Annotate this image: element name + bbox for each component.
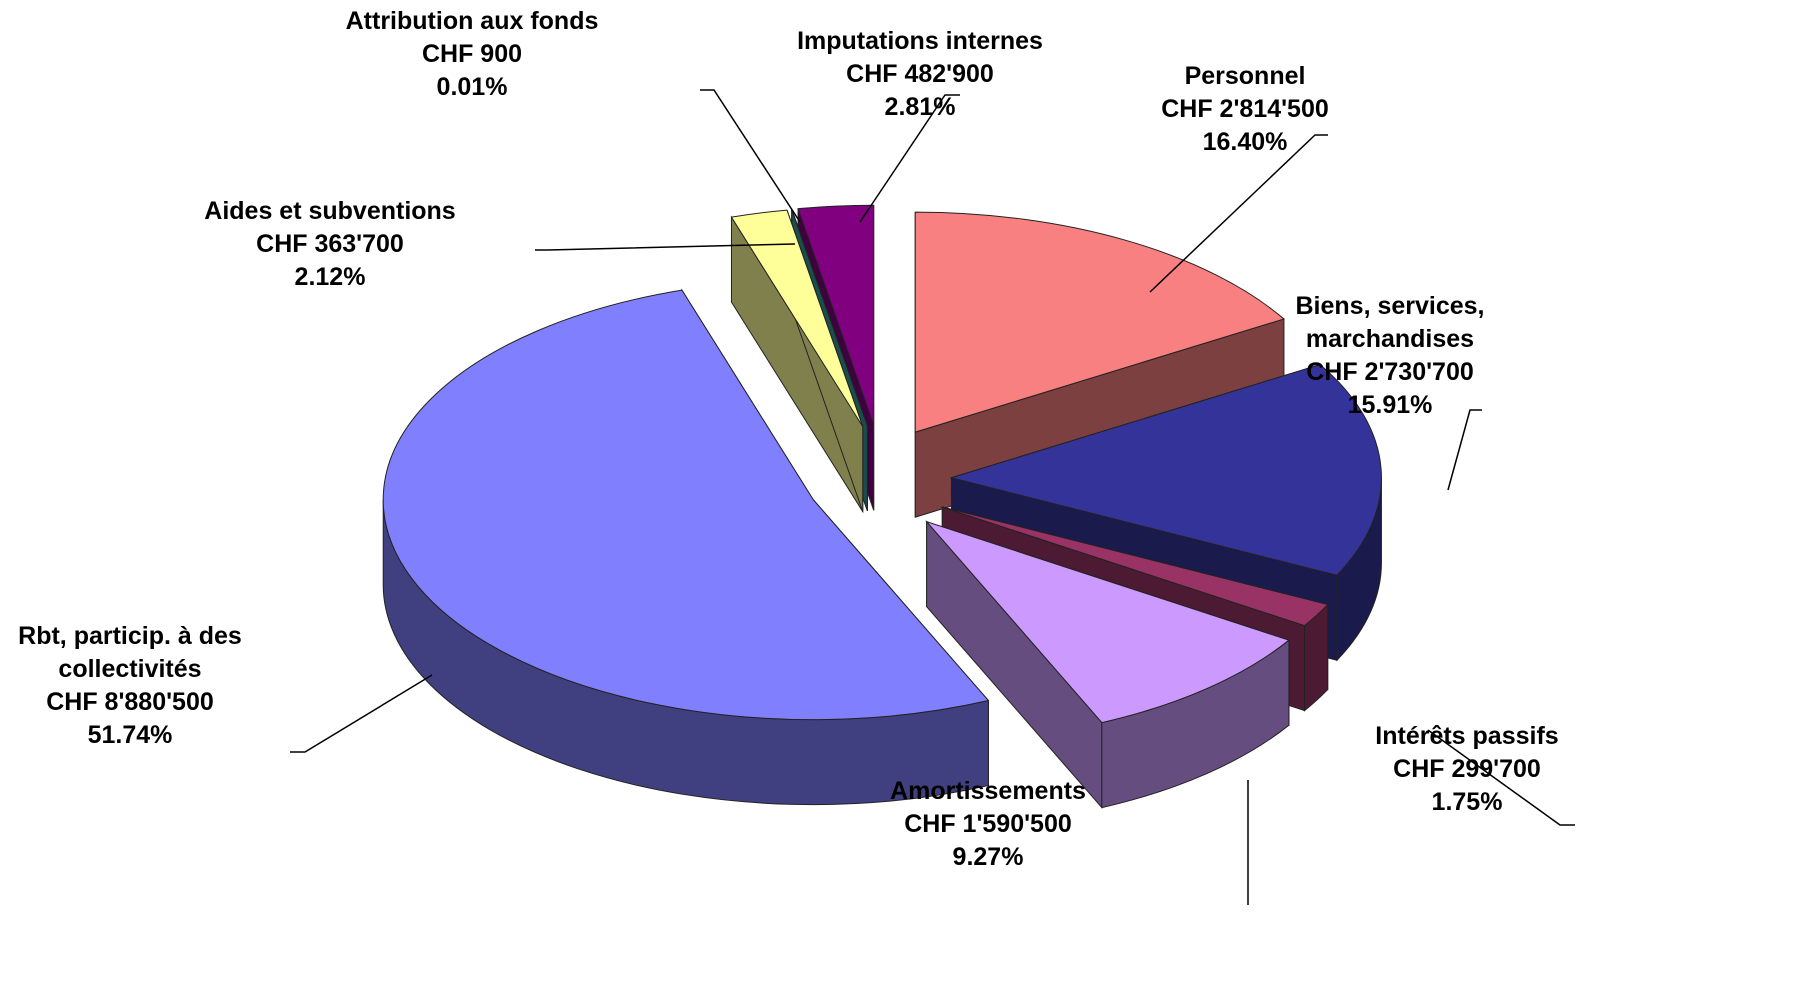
label-value: 15.91% — [1347, 391, 1433, 419]
label-name: Attribution aux fonds — [345, 7, 599, 35]
label-name: Imputations internes — [797, 27, 1043, 55]
label-value: 16.40% — [1202, 128, 1288, 156]
data-label: Rbt, particip. à des collectivités CHF 8'… — [0, 620, 260, 752]
leader-line — [535, 243, 796, 251]
label-name: Amortissements — [890, 777, 1086, 805]
data-label: Personnel CHF 2'814'500 16.40% — [1115, 60, 1375, 159]
label-name: Biens, services, marchandises — [1295, 292, 1485, 353]
label-name: Intérêts passifs — [1375, 722, 1559, 750]
data-label: Aides et subventions CHF 363'700 2.12% — [170, 195, 490, 294]
label-value: CHF 8'880'500 — [46, 688, 214, 716]
slice — [730, 209, 864, 514]
label-value: CHF 2'814'500 — [1161, 95, 1329, 123]
label-value: 1.75% — [1431, 788, 1503, 816]
slice-top — [925, 520, 1290, 724]
label-value: CHF 1'590'500 — [904, 810, 1072, 838]
slice-top — [949, 364, 1382, 576]
label-value: 9.27% — [952, 843, 1024, 871]
data-label: Intérêts passifs CHF 299'700 1.75% — [1337, 720, 1597, 819]
slice — [925, 520, 1290, 809]
label-name: Rbt, particip. à des collectivités — [18, 622, 242, 683]
slice-top — [730, 209, 864, 427]
label-value: CHF 900 — [421, 40, 523, 68]
label-value: CHF 299'700 — [1393, 755, 1541, 783]
data-label: Amortissements CHF 1'590'500 9.27% — [828, 775, 1148, 874]
label-value: CHF 363'700 — [256, 230, 404, 258]
leader-line — [1149, 134, 1328, 293]
data-label: Biens, services, marchandises CHF 2'730'7… — [1275, 290, 1505, 422]
label-name: Aides et subventions — [204, 197, 456, 225]
label-value: 2.81% — [884, 93, 956, 121]
slice-top — [382, 289, 990, 721]
leader-line — [700, 89, 801, 223]
leader-line — [290, 674, 433, 753]
data-label: Imputations internes CHF 482'900 2.81% — [760, 25, 1080, 124]
slice — [382, 288, 990, 806]
leader-line — [1447, 409, 1482, 491]
slice-top — [942, 506, 1329, 627]
label-value: 2.12% — [294, 263, 366, 291]
leader-line — [1427, 729, 1575, 826]
slice-top — [797, 204, 875, 426]
data-label: Attribution aux fonds CHF 900 0.01% — [302, 5, 642, 104]
leader-lines — [290, 89, 1575, 905]
leader-line — [859, 94, 960, 223]
label-value: 0.01% — [436, 73, 508, 101]
label-value: CHF 482'900 — [846, 60, 994, 88]
label-value: CHF 2'730'700 — [1306, 358, 1474, 386]
slice-top — [914, 211, 1285, 433]
label-name: Personnel — [1184, 62, 1306, 90]
label-value: 51.74% — [87, 721, 173, 749]
